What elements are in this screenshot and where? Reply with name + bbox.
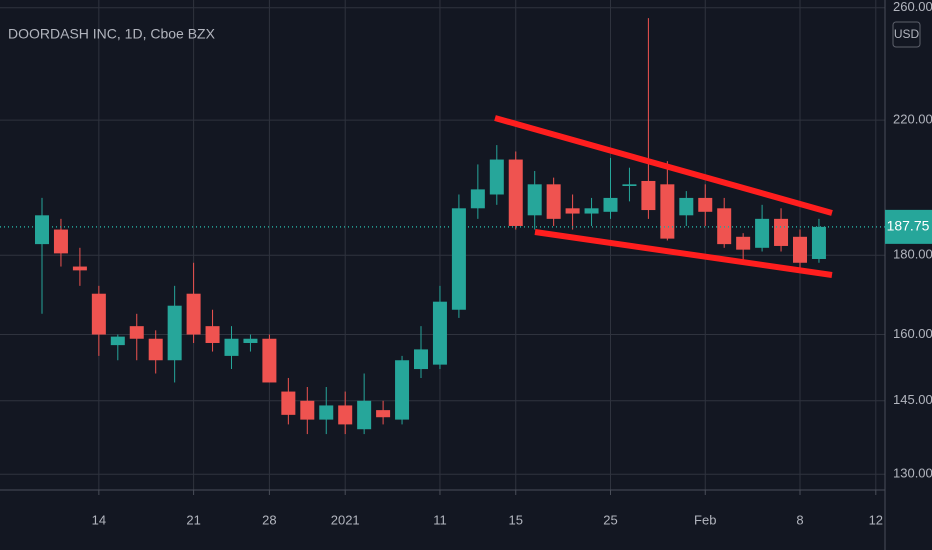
candle-body: [243, 338, 258, 343]
candle-body: [565, 208, 580, 214]
x-tick-label: 12: [869, 512, 883, 527]
x-tick-label: 21: [186, 512, 200, 527]
candle-body: [774, 218, 789, 246]
candle-body: [148, 338, 163, 361]
x-tick-label: 2021: [331, 512, 360, 527]
y-tick-label: 130.00: [893, 466, 932, 481]
candle-body: [470, 189, 485, 209]
candle-body: [110, 336, 125, 346]
candle-body: [72, 266, 87, 271]
candle-body: [811, 226, 826, 259]
candle-body: [546, 184, 561, 219]
candle-body: [603, 197, 618, 212]
candle-body: [376, 410, 391, 418]
x-tick-label: 11: [433, 512, 447, 527]
candle-body: [319, 405, 334, 420]
candle-body: [698, 197, 713, 212]
candle-body: [793, 236, 807, 263]
currency[interactable]: USD: [894, 27, 920, 41]
candle-body: [129, 326, 144, 339]
candle-body: [641, 180, 656, 211]
candle-body: [300, 400, 315, 420]
candle-body: [679, 197, 694, 216]
y-tick-label: 220.00: [893, 112, 932, 127]
candle-body: [414, 349, 428, 370]
candle-body: [622, 184, 637, 187]
candle-body: [53, 229, 68, 254]
candle-body: [91, 293, 106, 335]
candle-body: [338, 405, 353, 425]
x-tick-label: 8: [796, 512, 803, 527]
candle-body: [489, 159, 504, 195]
candle-body: [167, 305, 182, 361]
x-tick-label: 25: [603, 512, 617, 527]
y-tick-label: 145.00: [893, 392, 932, 407]
candle-body: [736, 236, 751, 250]
candle-body: [357, 400, 372, 430]
y-tick-label: 160.00: [893, 326, 932, 341]
chart-title: DOORDASH INC, 1D, Cboe BZX: [8, 26, 216, 42]
candle-body: [262, 338, 277, 383]
candle-body: [527, 184, 542, 216]
candle-body: [186, 293, 201, 335]
x-tick-label: 14: [92, 512, 106, 527]
trend-line-lower: [534, 229, 833, 278]
y-tick-label: 260.00: [893, 0, 932, 14]
candles: [35, 18, 826, 435]
candle-body: [224, 338, 239, 356]
candle-body: [584, 208, 599, 214]
candle-body: [755, 218, 770, 248]
last-price-label: 187.75: [887, 218, 930, 234]
candle-body: [660, 184, 675, 239]
candle-body: [395, 360, 410, 420]
last-price-tag: [885, 209, 932, 244]
x-tick-label: 28: [262, 512, 276, 527]
currency-box[interactable]: [892, 21, 921, 48]
x-tick-label: 15: [509, 512, 523, 527]
candle-body: [432, 301, 447, 365]
candle-body: [205, 326, 220, 343]
candle-body: [35, 215, 49, 245]
y-tick-label: 180.00: [893, 247, 932, 262]
candle-body: [451, 208, 466, 310]
candle-body: [508, 159, 523, 226]
candle-body: [281, 391, 296, 415]
trend-line-upper: [494, 115, 833, 216]
x-tick-label: Feb: [694, 512, 716, 527]
